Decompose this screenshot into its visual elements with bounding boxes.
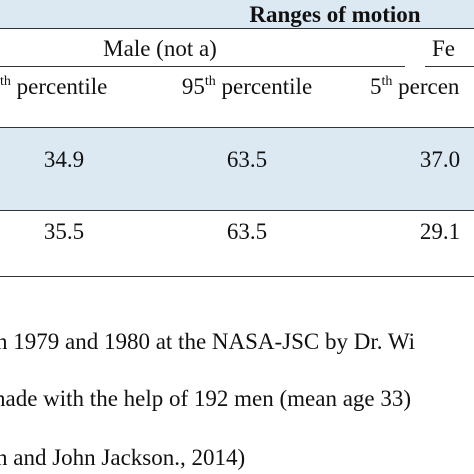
- column-number: 5: [370, 74, 382, 99]
- cell: 63.5: [226, 147, 268, 172]
- column-header: 5th percen: [370, 74, 460, 99]
- column-text: percentile: [221, 74, 313, 99]
- column-header: 95th percentile: [181, 74, 313, 99]
- footnote: nade with the help of 192 men (mean age …: [0, 386, 412, 411]
- column-text: percentile: [16, 74, 108, 99]
- rule: [0, 210, 474, 211]
- superscript: th: [381, 74, 393, 89]
- footnote: n 1979 and 1980 at the NASA-JSC by Dr. W…: [0, 329, 416, 354]
- table-title: Ranges of motion: [249, 2, 421, 27]
- cell: 37.0: [419, 147, 461, 172]
- cell: 34.9: [43, 147, 85, 172]
- header-band: [0, 0, 474, 28]
- cell: 35.5: [43, 219, 85, 244]
- row-band: [0, 128, 474, 210]
- rule: [0, 127, 474, 128]
- footnote: n and John Jackson., 2014): [0, 445, 246, 470]
- superscript: th: [0, 74, 11, 89]
- superscript: th: [204, 74, 216, 89]
- cell: 63.5: [226, 219, 268, 244]
- rule: [425, 66, 474, 67]
- cell: 29.1: [419, 219, 461, 244]
- column-number: 95: [181, 74, 205, 99]
- rule: [0, 66, 405, 67]
- column-text: percen: [398, 74, 460, 99]
- group-header: Male (not a): [103, 36, 217, 61]
- rule: [0, 28, 474, 29]
- column-header: th percentile: [0, 74, 108, 99]
- group-header: Fe: [432, 36, 455, 61]
- rule: [0, 276, 474, 277]
